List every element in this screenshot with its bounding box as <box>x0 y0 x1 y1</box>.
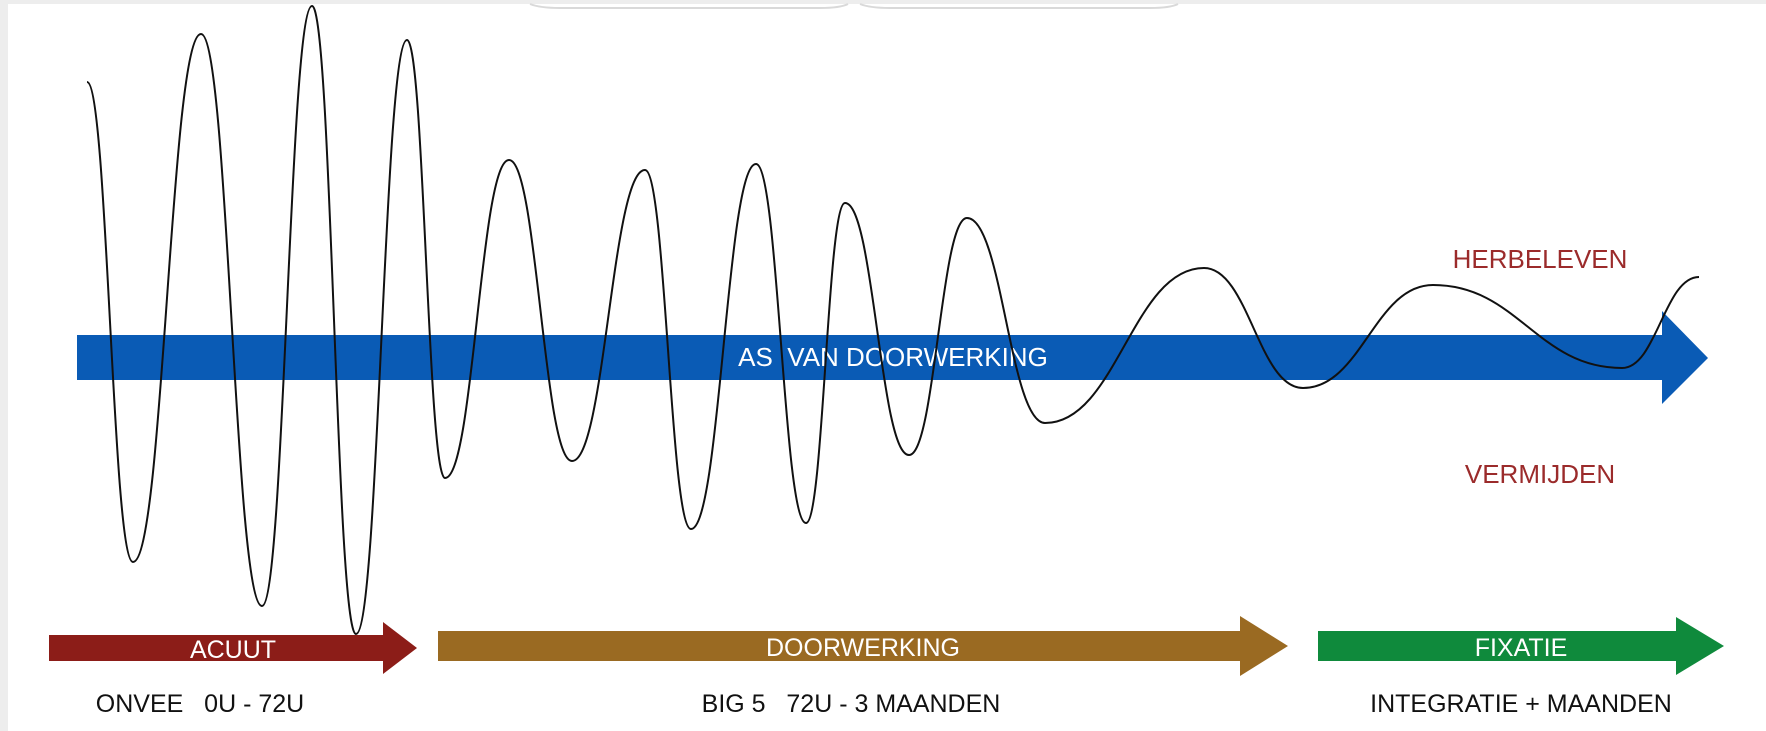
phase-acuut: ACUUT ONVEE 0U - 72U <box>49 622 417 718</box>
main-axis-shape <box>77 311 1708 404</box>
oscillation-wave <box>86 4 1700 636</box>
main-axis-arrow: AS VAN DOORWERKING <box>77 311 1708 404</box>
phase-fixatie: FIXATIE INTEGRATIE + MAANDEN <box>1318 617 1724 718</box>
main-axis-label: AS VAN DOORWERKING <box>738 342 1048 372</box>
top-tab-right <box>859 3 1179 9</box>
phase-doorwerking-label: DOORWERKING <box>766 634 960 662</box>
top-tab-left <box>529 3 849 9</box>
phase-fixatie-label: FIXATIE <box>1475 634 1568 662</box>
phase-doorwerking-arrow <box>438 616 1288 676</box>
phase-acuut-caption: ONVEE 0U - 72U <box>96 690 304 718</box>
phase-doorwerking-caption: BIG 5 72U - 3 MAANDEN <box>702 690 1001 718</box>
phase-acuut-label: ACUUT <box>190 636 276 664</box>
label-vermijden: VERMIJDEN <box>1465 459 1615 489</box>
phase-doorwerking: DOORWERKING BIG 5 72U - 3 MAANDEN <box>438 616 1288 718</box>
phase-fixatie-arrow <box>1318 617 1724 675</box>
phase-acuut-arrow <box>49 622 417 674</box>
label-herbeleven: HERBELEVEN <box>1453 244 1628 274</box>
phase-fixatie-caption: INTEGRATIE + MAANDEN <box>1370 690 1672 718</box>
